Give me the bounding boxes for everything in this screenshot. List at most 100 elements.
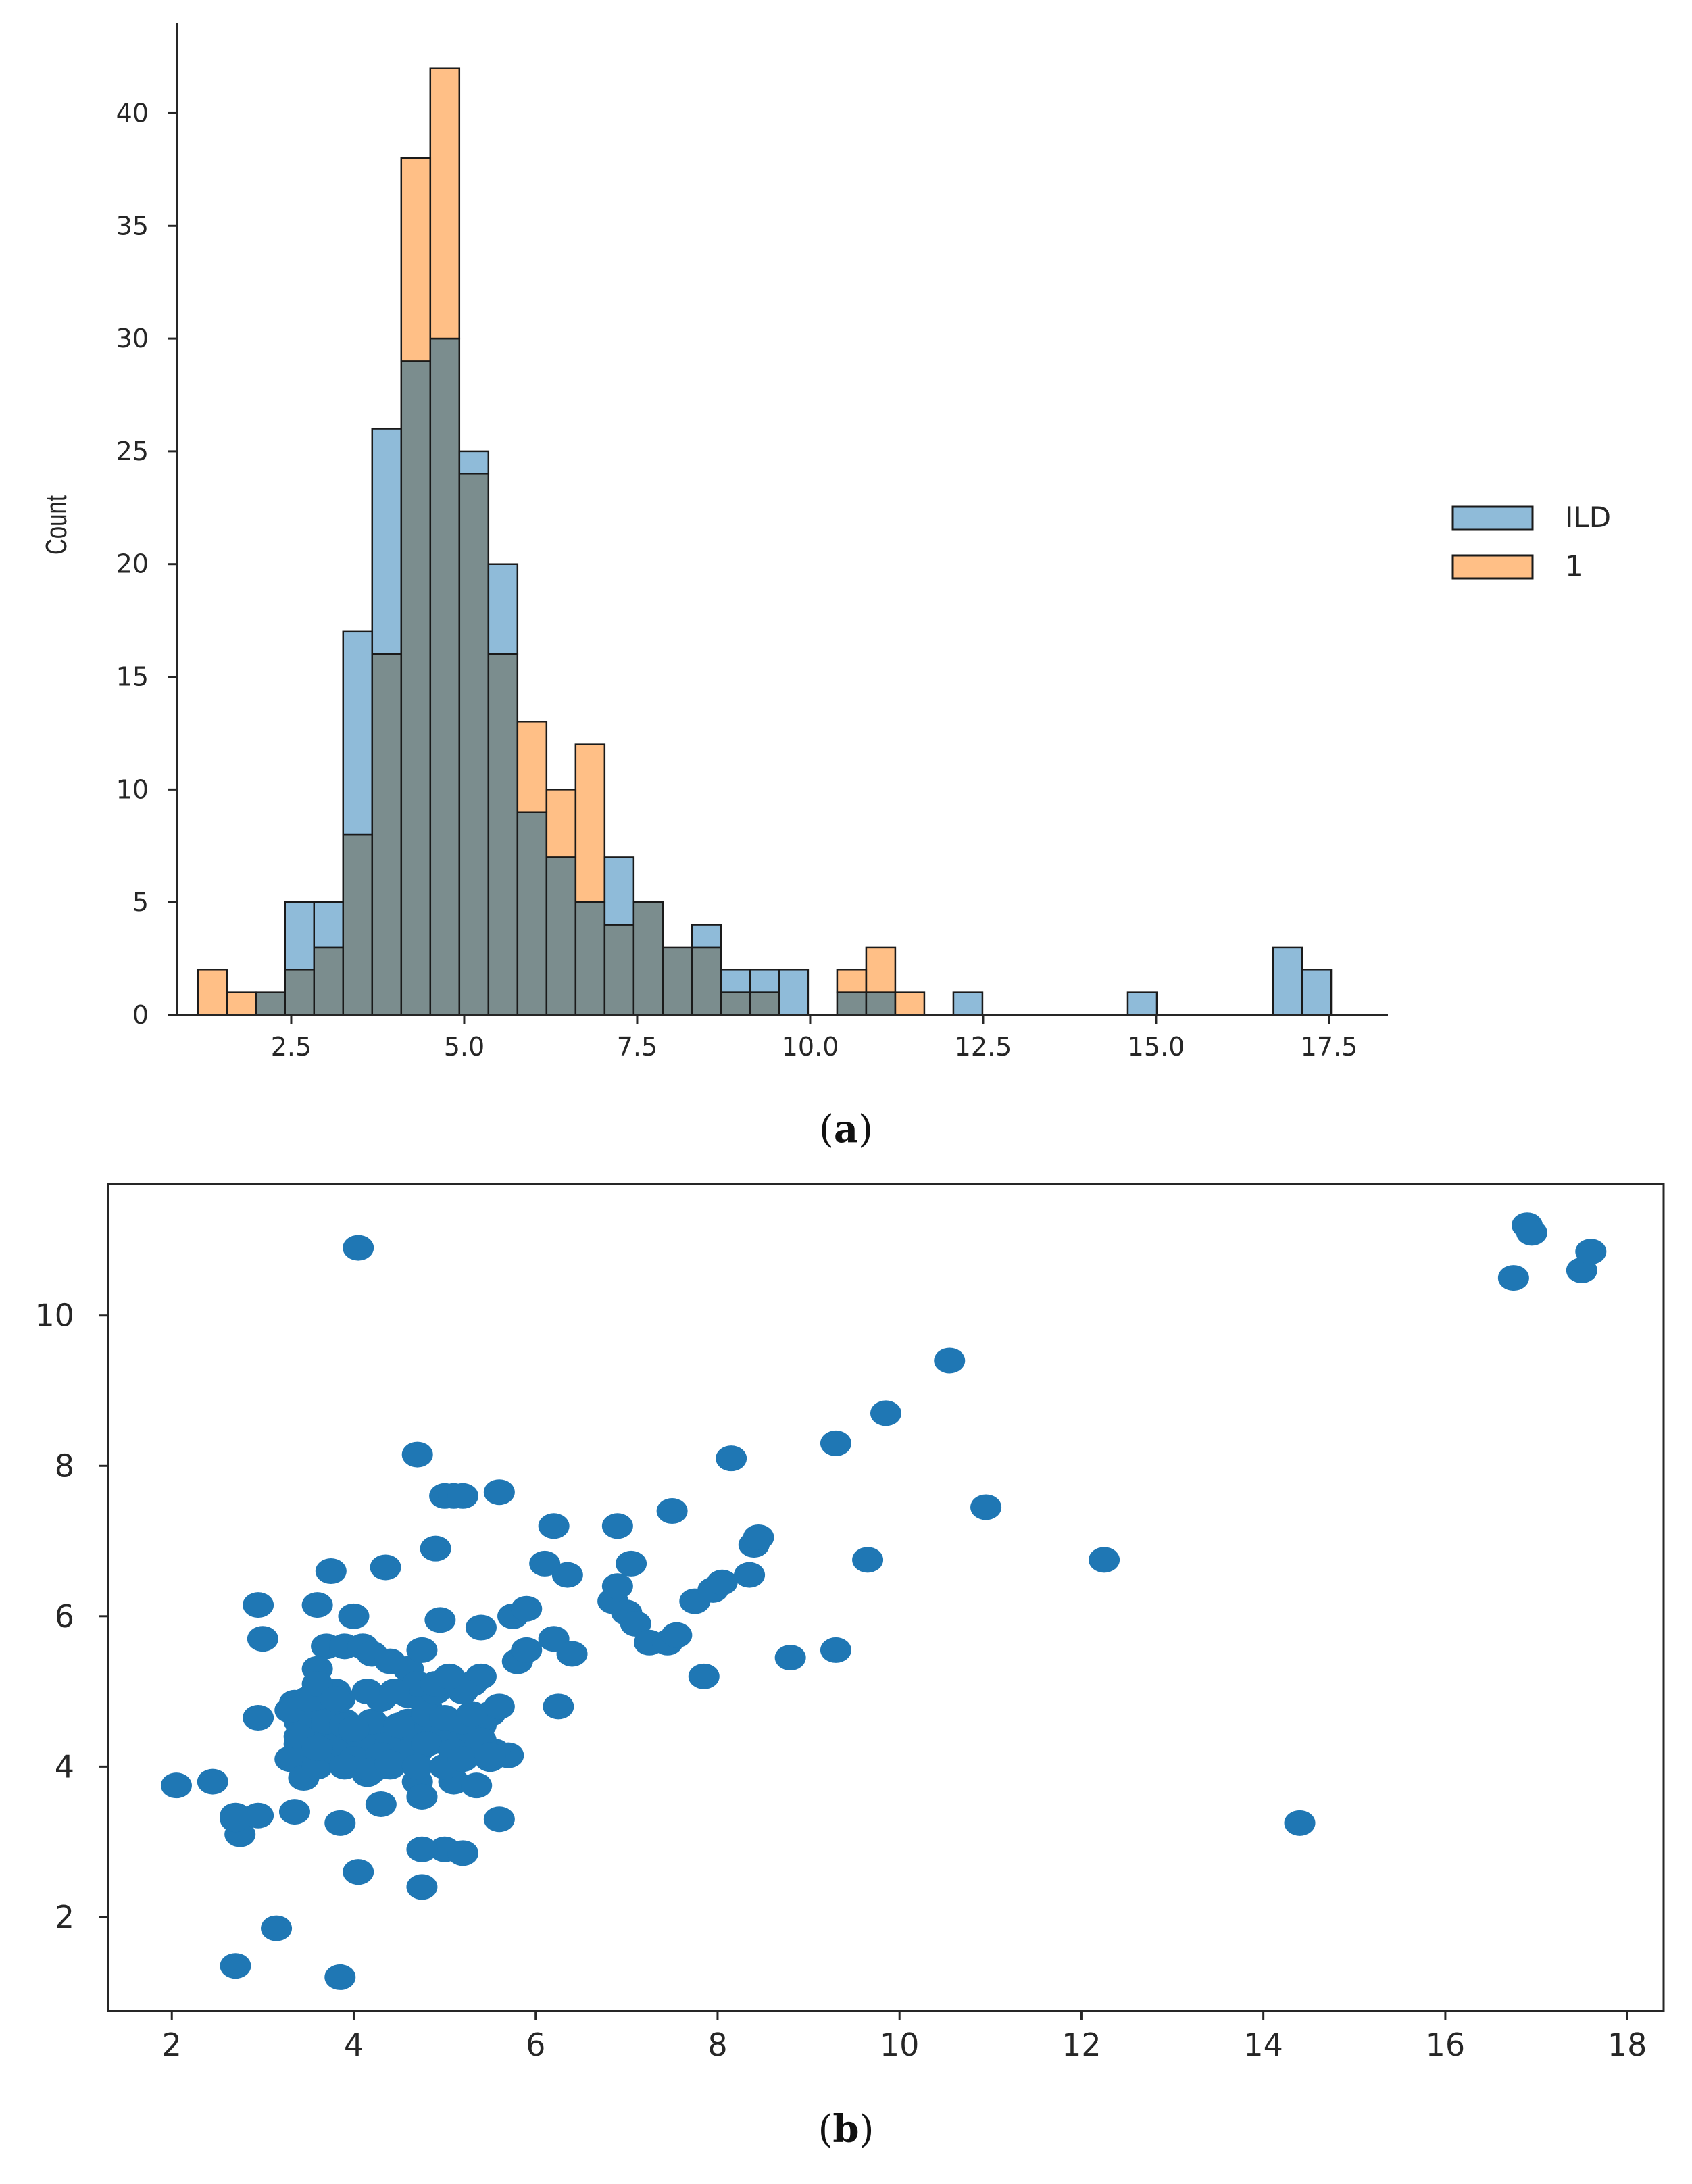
- scatter-y-ticks: 2 4 6 8 10: [34, 1297, 108, 1935]
- panel-a-caption: (a): [819, 1107, 873, 1151]
- scatter-point: [447, 1746, 479, 1772]
- histogram-bar-ild: [458, 450, 490, 475]
- scatter-x-tick-label: 14: [1243, 2027, 1283, 2063]
- scatter-point: [1497, 1265, 1529, 1291]
- histogram-y-ticks: 0 5 10 15 20 25 30 35 40: [116, 98, 177, 1030]
- scatter-point: [243, 1592, 274, 1618]
- scatter-point: [351, 1679, 383, 1705]
- histogram-x-tick-label: 10.0: [782, 1032, 839, 1062]
- scatter-point: [343, 1859, 374, 1885]
- histogram-bar-ild: [1126, 991, 1158, 1016]
- scatter-x-tick-label: 4: [344, 2027, 364, 2063]
- scatter-point: [401, 1754, 433, 1780]
- histogram-bar-overlap: [458, 473, 490, 1016]
- scatter-point: [543, 1693, 574, 1720]
- histogram-bar-overlap: [371, 653, 403, 1016]
- scatter-point: [343, 1235, 374, 1261]
- scatter-y-tick-label: 6: [55, 1598, 74, 1635]
- histogram-x-tick-label: 7.5: [617, 1032, 657, 1062]
- histogram-bar-1: [865, 946, 897, 993]
- scatter-x-tick-label: 2: [162, 2027, 182, 2063]
- scatter-x-ticks: 2 4 6 8 10 12 14 16 18: [162, 2011, 1647, 2063]
- histogram-x-tick-label: 2.5: [271, 1032, 312, 1062]
- scatter-panel: 2 4 6 8 10 12 14 16 18 2 4 6 8 10 (b): [34, 1183, 1665, 2152]
- legend-label-ild: ILD: [1565, 501, 1611, 534]
- histogram-x-tick-label: 15.0: [1128, 1032, 1185, 1062]
- histogram-y-tick-label: 20: [116, 549, 149, 579]
- histogram-y-tick-label: 30: [116, 324, 149, 353]
- scatter-point: [620, 1610, 651, 1637]
- histogram-bars: [197, 67, 1333, 1016]
- scatter-x-tick-label: 6: [526, 2027, 545, 2063]
- histogram-bar-overlap: [429, 337, 461, 1016]
- histogram-bar-ild: [371, 428, 403, 655]
- scatter-point: [870, 1400, 901, 1426]
- histogram-bar-1: [836, 969, 868, 993]
- scatter-point: [1284, 1810, 1316, 1836]
- histogram-bar-1: [545, 789, 577, 858]
- histogram-bar-ild: [603, 856, 635, 926]
- histogram-bar-overlap: [313, 946, 345, 1016]
- scatter-point: [616, 1550, 647, 1577]
- scatter-x-tick-label: 10: [880, 2027, 920, 2063]
- histogram-bar-ild: [952, 991, 984, 1016]
- scatter-point: [329, 1754, 361, 1780]
- scatter-point: [411, 1731, 443, 1757]
- histogram-bar-overlap: [487, 653, 519, 1016]
- scatter-point: [406, 1783, 438, 1810]
- scatter-point: [220, 1953, 251, 1979]
- scatter-x-tick-label: 18: [1608, 2027, 1647, 2063]
- histogram-x-tick-label: 17.5: [1301, 1032, 1358, 1062]
- scatter-point: [661, 1622, 693, 1648]
- histogram-bar-ild: [720, 969, 751, 993]
- scatter-point: [852, 1547, 884, 1573]
- histogram-bar-ild: [691, 924, 722, 949]
- scatter-point: [261, 1915, 293, 1941]
- scatter-point: [511, 1637, 543, 1663]
- scatter-point: [820, 1430, 851, 1456]
- histogram-bar-overlap: [545, 856, 577, 1016]
- scatter-point: [1575, 1239, 1607, 1265]
- scatter-point: [197, 1768, 228, 1795]
- scatter-point: [743, 1524, 774, 1550]
- scatter-point: [429, 1705, 461, 1731]
- scatter-point: [934, 1347, 966, 1374]
- scatter-point: [324, 1964, 356, 1990]
- scatter-point: [420, 1535, 451, 1562]
- scatter-x-tick-label: 16: [1426, 2027, 1466, 2063]
- histogram-panel: 2.5 5.0 7.5 10.0 12.5 15.0 17.5 0 5 10 15 20 25 30 35…: [41, 23, 1611, 1151]
- histogram-bar-1: [574, 743, 606, 903]
- histogram-y-tick-label: 10: [116, 774, 149, 804]
- scatter-point: [538, 1513, 570, 1539]
- scatter-point: [1516, 1220, 1547, 1246]
- scatter-point: [483, 1806, 515, 1833]
- histogram-y-tick-label: 40: [116, 98, 149, 128]
- scatter-point: [278, 1799, 310, 1825]
- histogram-bar-ild: [284, 901, 316, 971]
- histogram-x-tick-label: 5.0: [444, 1032, 484, 1062]
- histogram-y-tick-label: 15: [116, 662, 149, 692]
- scatter-point: [529, 1550, 561, 1577]
- histogram-y-tick-label: 0: [132, 1000, 149, 1030]
- legend-label-1: 1: [1565, 549, 1583, 582]
- scatter-point: [301, 1592, 333, 1618]
- histogram-bar-1: [429, 67, 461, 340]
- histogram-bar-ild: [487, 563, 519, 655]
- panel-b-caption: (b): [818, 2107, 874, 2152]
- scatter-point: [320, 1686, 351, 1712]
- histogram-bar-overlap: [574, 901, 606, 1016]
- histogram-bar-overlap: [720, 991, 751, 1016]
- histogram-bar-overlap: [342, 833, 374, 1016]
- scatter-point: [447, 1840, 479, 1866]
- histogram-bar-overlap: [749, 991, 780, 1016]
- scatter-point: [456, 1701, 488, 1727]
- scatter-point: [315, 1558, 347, 1585]
- histogram-bar-overlap: [632, 901, 664, 1016]
- scatter-point: [324, 1810, 356, 1836]
- scatter-point: [379, 1679, 411, 1705]
- histogram-bar-overlap: [516, 811, 548, 1016]
- scatter-y-tick-label: 8: [55, 1447, 74, 1484]
- histogram-y-tick-label: 35: [116, 211, 149, 241]
- histogram-bar-ild: [749, 969, 780, 993]
